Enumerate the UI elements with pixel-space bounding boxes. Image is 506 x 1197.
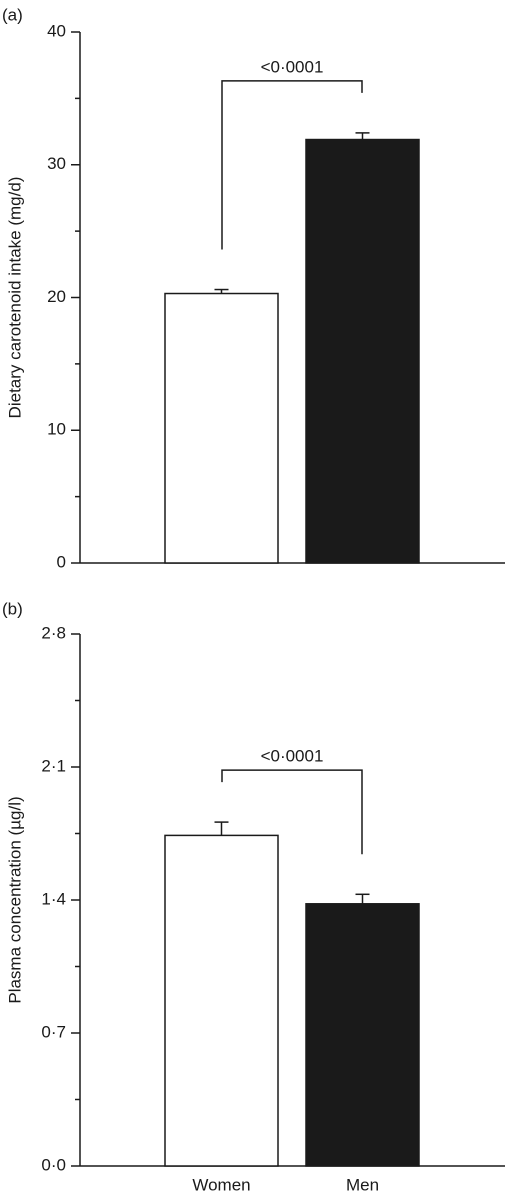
y-tick-label: 40	[47, 21, 66, 40]
y-tick-label: 10	[47, 420, 66, 439]
y-tick-label: 0·0	[41, 1155, 66, 1174]
y-tick-label: 20	[47, 287, 66, 306]
bar	[164, 292, 279, 564]
significance-bracket	[221, 80, 363, 250]
y-axis-label: Plasma concentration (µg/l)	[5, 796, 24, 1003]
annotation: <0·0001	[261, 57, 324, 76]
bar	[305, 138, 420, 564]
significance-bracket	[221, 769, 363, 855]
annotation: <0·0001	[261, 747, 324, 766]
y-tick-label: 30	[47, 154, 66, 173]
y-tick-label: 0	[57, 552, 66, 571]
x-tick-label: Women	[192, 1175, 250, 1194]
bar	[305, 903, 420, 1167]
y-axis-label: Dietary carotenoid intake (mg/d)	[5, 177, 24, 419]
y-tick-label: 0·7	[41, 1022, 66, 1041]
panel-label: (a)	[2, 5, 23, 24]
y-tick-label: 2·8	[41, 623, 66, 642]
bar	[164, 834, 279, 1167]
y-tick-label: 2·1	[41, 756, 66, 775]
x-tick-label: Men	[346, 1175, 379, 1194]
panel-label: (b)	[2, 599, 23, 618]
y-tick-label: 1·4	[41, 889, 66, 908]
